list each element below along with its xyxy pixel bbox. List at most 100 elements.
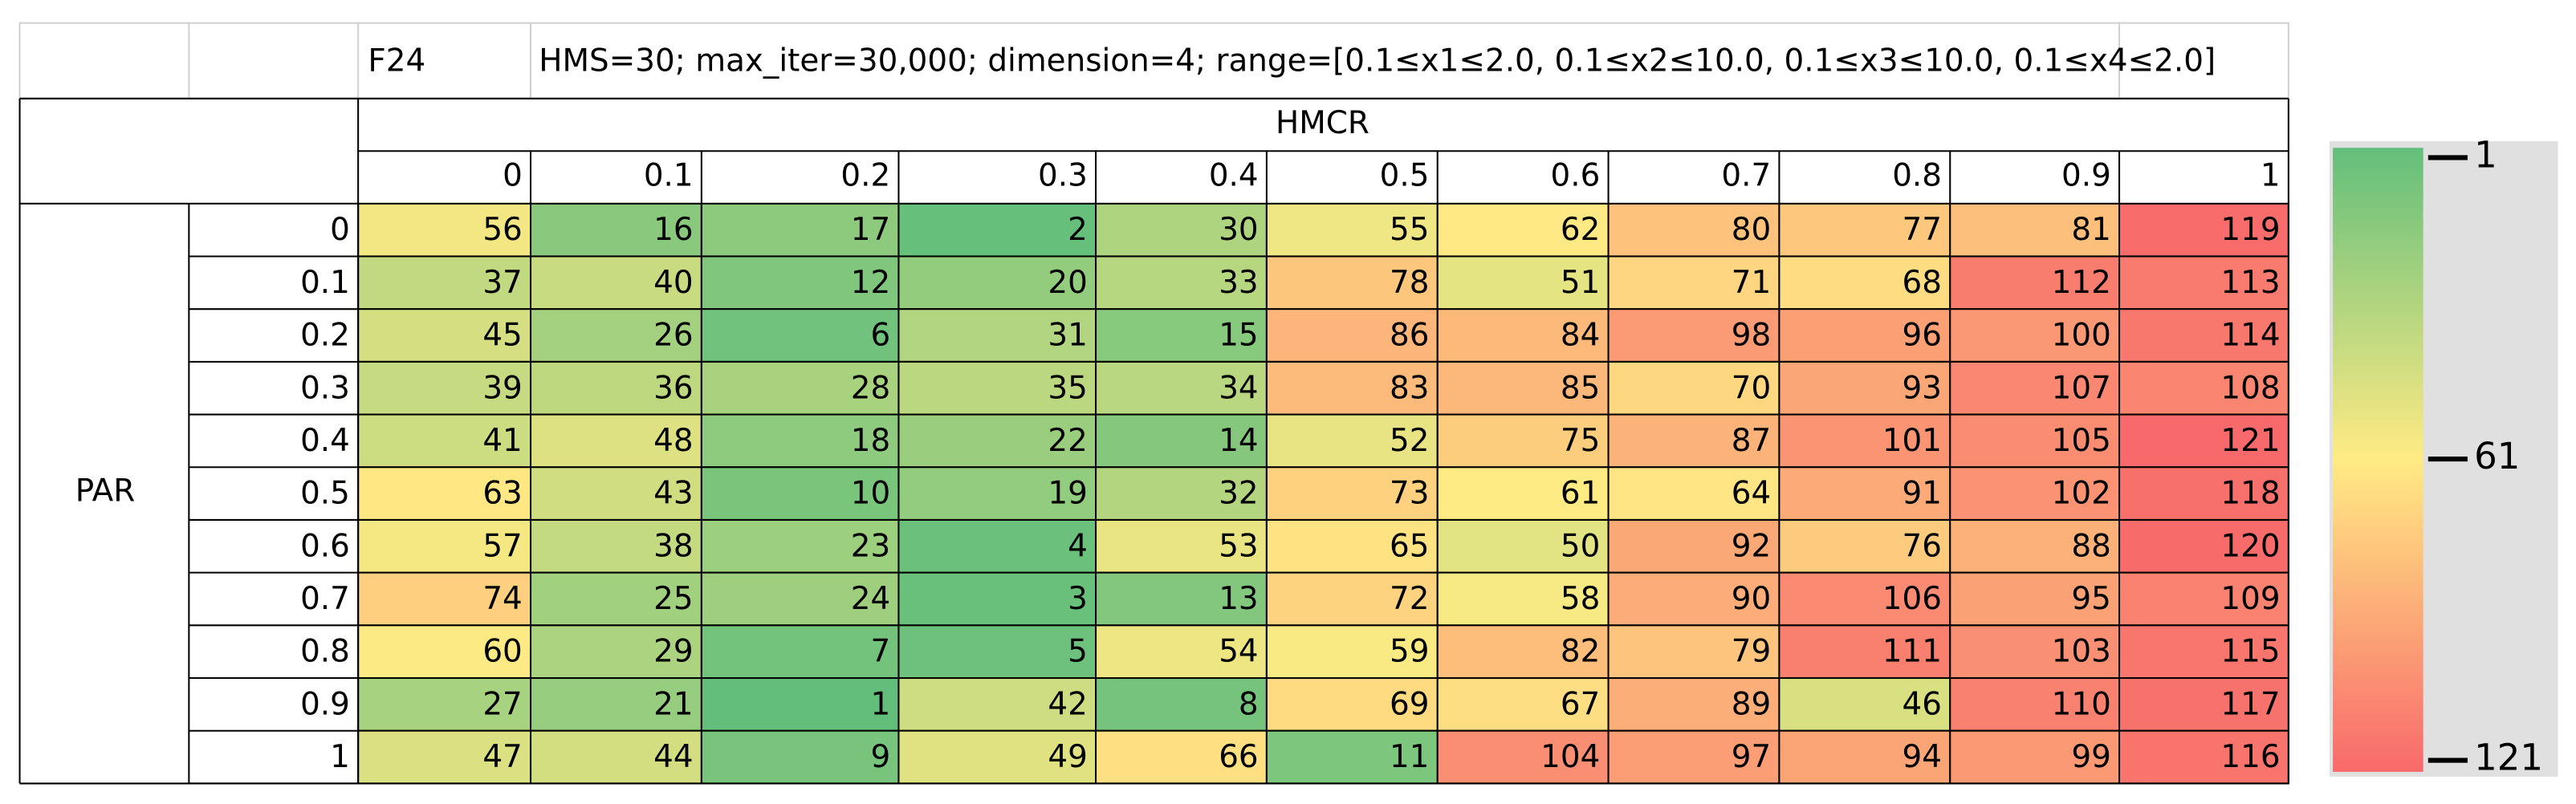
cell: [700, 202, 900, 258]
cell-value: 10: [851, 476, 890, 512]
cell: [2118, 413, 2289, 469]
cell-value: 18: [851, 423, 890, 459]
row-label: 0.5: [300, 476, 350, 512]
cell-value: 9: [870, 739, 890, 775]
cell-value: 118: [2220, 476, 2280, 512]
cell: [357, 571, 532, 627]
cell: [1949, 360, 2121, 416]
cell-value: 7: [870, 634, 890, 670]
cell-value: 8: [1239, 686, 1259, 722]
cell-value: 31: [1048, 318, 1087, 354]
cell-value: 57: [482, 528, 522, 564]
cell-value: 87: [1732, 423, 1771, 459]
cell-value: 26: [653, 318, 693, 354]
cell-value: 108: [2220, 370, 2280, 406]
cell: [1778, 308, 1951, 363]
cell: [700, 677, 900, 732]
cell-value: 98: [1732, 318, 1771, 354]
cell-value: 104: [1540, 739, 1600, 775]
cell: [1949, 413, 2121, 469]
cell-value: 55: [1390, 212, 1429, 248]
cell: [1095, 624, 1268, 680]
cell: [700, 413, 900, 469]
cell-value: 119: [2220, 212, 2280, 248]
cell: [1607, 729, 1780, 785]
cell: [530, 360, 702, 416]
cell-value: 16: [653, 212, 693, 248]
cell-value: 61: [1561, 476, 1600, 512]
cell: [357, 360, 532, 416]
cell-value: 13: [1219, 581, 1258, 617]
scale-label: 1: [2474, 133, 2497, 176]
cell-value: 63: [482, 476, 522, 512]
cell: [1436, 677, 1609, 732]
cell: [1095, 255, 1268, 311]
cell: [1778, 360, 1951, 416]
cell: [897, 518, 1097, 574]
cell: [1778, 677, 1951, 732]
cell: [1436, 255, 1609, 311]
cell: [1778, 255, 1951, 311]
row-label: 0: [330, 212, 350, 248]
cell-value: 49: [1048, 739, 1087, 775]
cell-value: 102: [2052, 476, 2111, 512]
cell: [530, 255, 702, 311]
cell-value: 120: [2220, 528, 2280, 564]
cell-value: 78: [1390, 265, 1429, 301]
cell: [1607, 677, 1780, 732]
cell-value: 112: [2052, 265, 2111, 301]
cell-value: 34: [1219, 370, 1258, 406]
cell: [530, 202, 702, 258]
cell: [357, 677, 532, 732]
cell-value: 92: [1732, 528, 1771, 564]
cell-value: 46: [1902, 686, 1942, 722]
column-label: 0.7: [1721, 158, 1771, 194]
cell-value: 24: [851, 581, 890, 617]
cell-value: 12: [851, 265, 890, 301]
cell: [2118, 518, 2289, 574]
column-label: 1: [2261, 158, 2281, 194]
cell: [530, 677, 702, 732]
cell-value: 113: [2220, 265, 2280, 301]
cell: [1095, 413, 1268, 469]
cell-value: 32: [1219, 476, 1258, 512]
cell: [2118, 624, 2289, 680]
cell-value: 72: [1390, 581, 1429, 617]
cell-value: 71: [1732, 265, 1771, 301]
cell-value: 115: [2220, 634, 2280, 670]
cell: [897, 466, 1097, 521]
cell: [2118, 360, 2289, 416]
cell-value: 90: [1732, 581, 1771, 617]
column-label: 0.8: [1892, 158, 1942, 194]
cell: [700, 571, 900, 627]
cell: [700, 729, 900, 785]
cell: [897, 413, 1097, 469]
row-label: 0.6: [300, 528, 350, 564]
cell: [1265, 571, 1439, 627]
cell-value: 5: [1068, 634, 1088, 670]
cell-value: 4: [1068, 528, 1088, 564]
cell-value: 3: [1068, 581, 1088, 617]
row-label: 0.4: [300, 423, 350, 459]
cell: [530, 413, 702, 469]
cell-value: 25: [653, 581, 693, 617]
cell-value: 106: [1882, 581, 1942, 617]
cell-value: 66: [1219, 739, 1258, 775]
cell-value: 79: [1732, 634, 1771, 670]
cell-value: 11: [1390, 739, 1429, 775]
cell-value: 43: [653, 476, 693, 512]
function-label: F24: [368, 43, 425, 79]
cell: [1265, 413, 1439, 469]
cell-value: 54: [1219, 634, 1258, 670]
cell: [1949, 255, 2121, 311]
cell: [1436, 518, 1609, 574]
cell-value: 33: [1219, 265, 1258, 301]
column-title: HMCR: [1276, 105, 1369, 141]
column-label: 0.4: [1209, 158, 1259, 194]
cell: [1949, 466, 2121, 521]
cell: [357, 466, 532, 521]
cell: [1436, 466, 1609, 521]
cell-value: 47: [482, 739, 522, 775]
cell-value: 96: [1902, 318, 1942, 354]
cell-value: 45: [482, 318, 522, 354]
